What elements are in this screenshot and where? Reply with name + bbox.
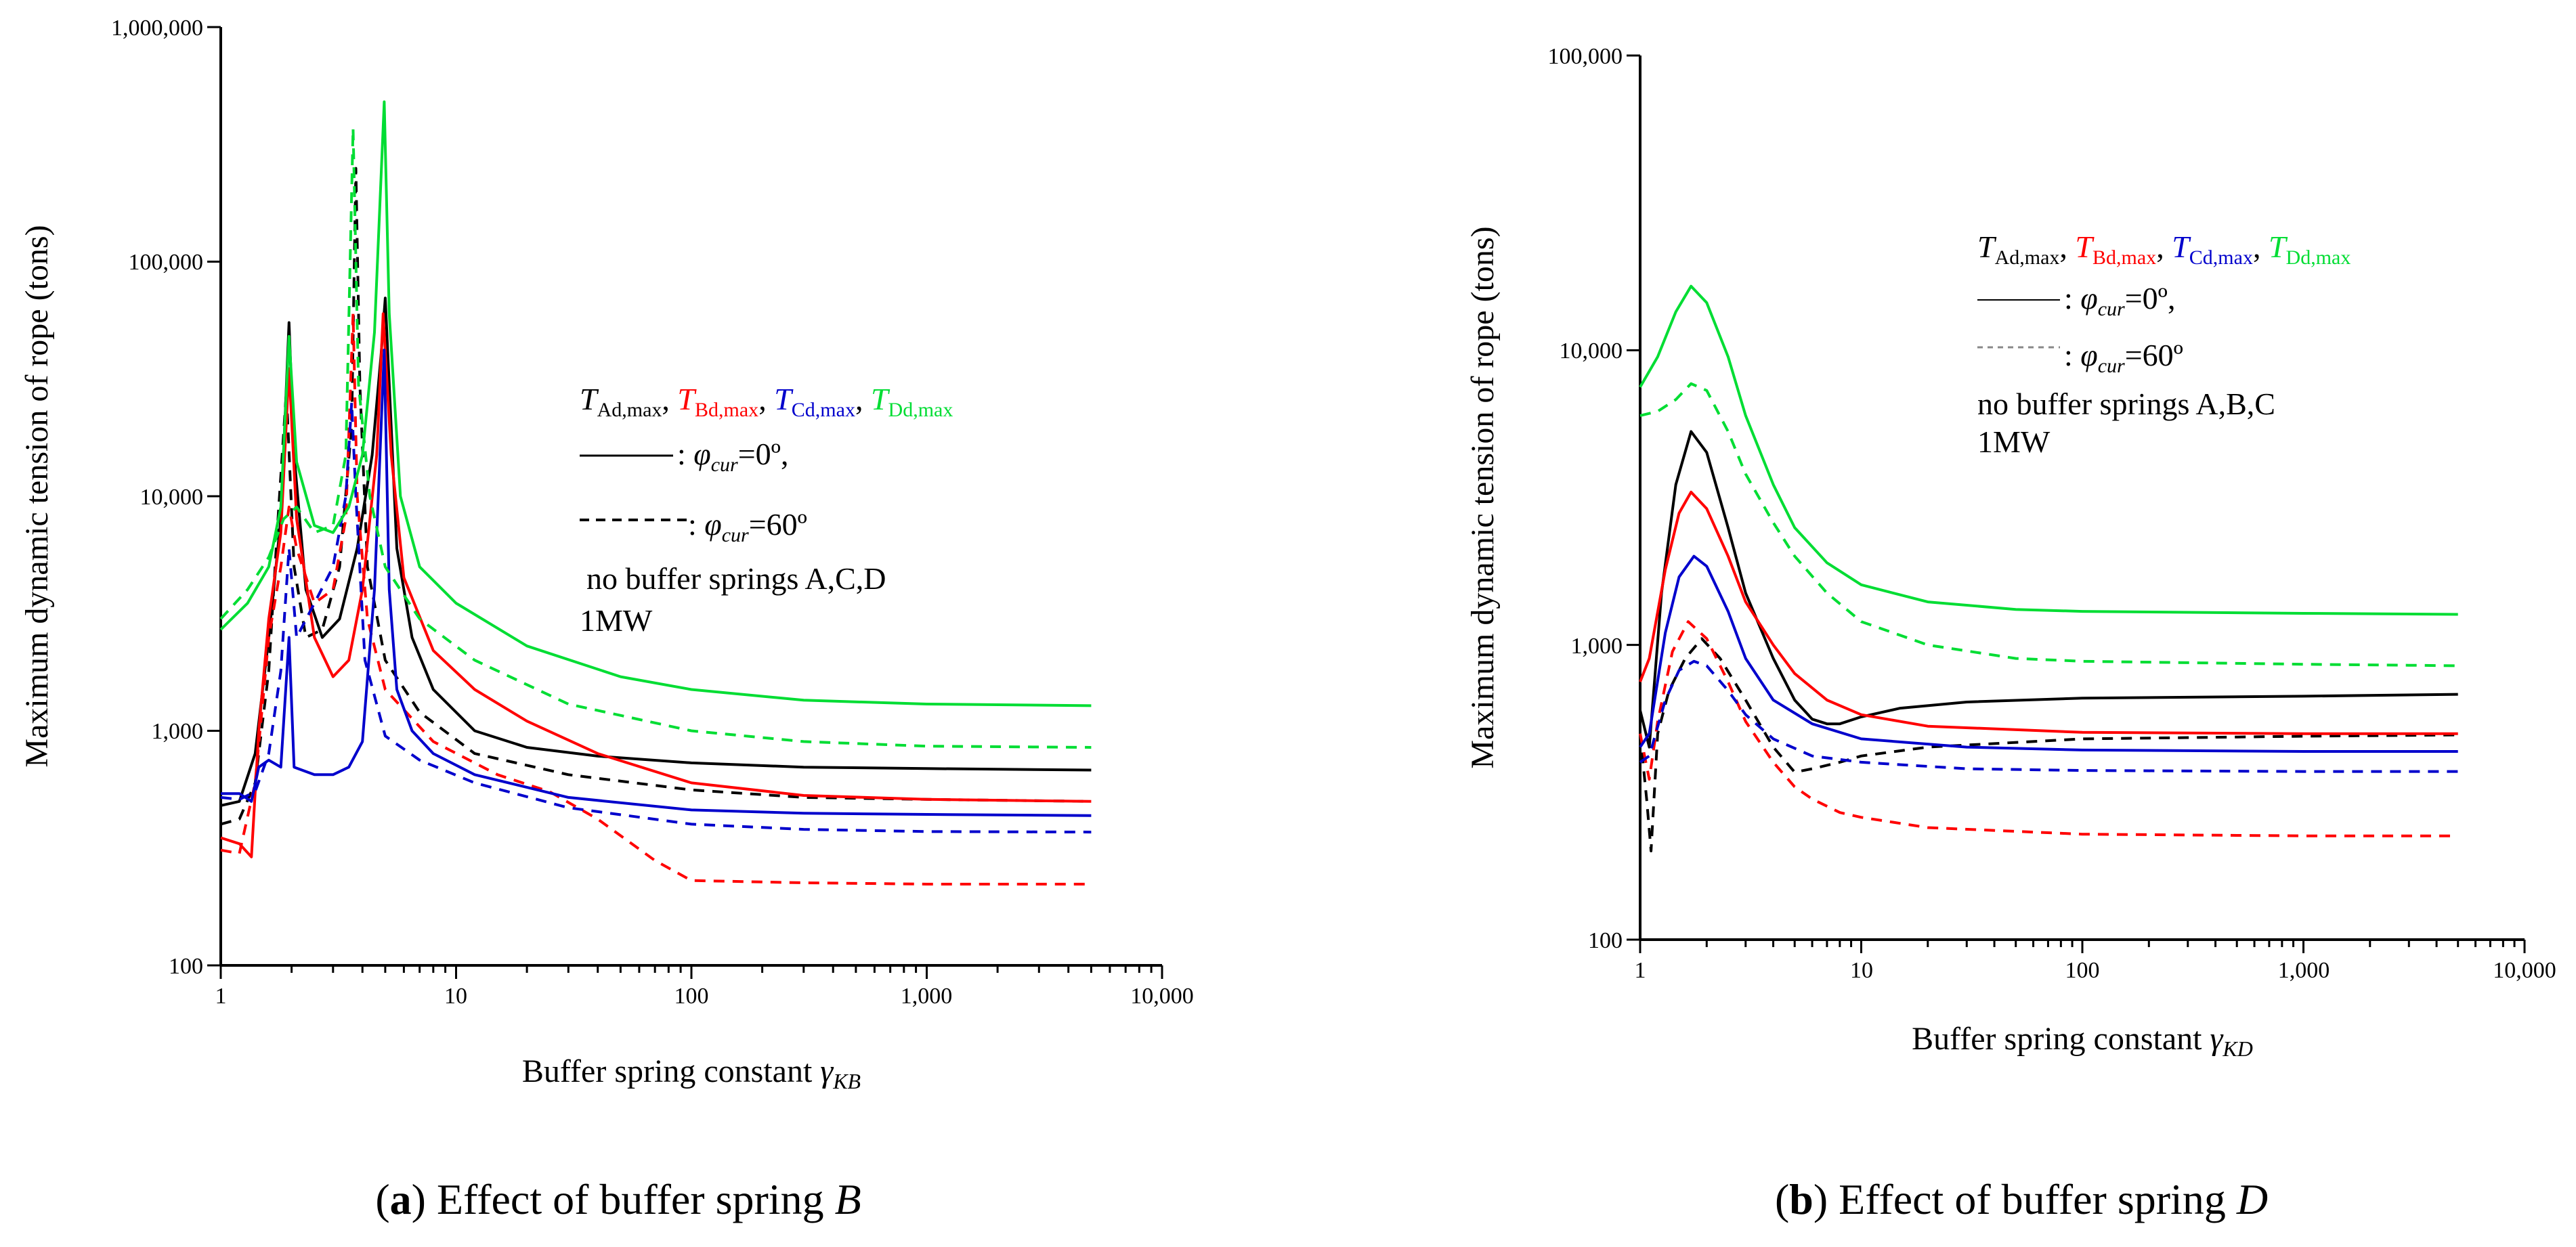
series-line-5 bbox=[1639, 554, 2458, 753]
panel-a-axes: 1 10 100 1,000 10,000 100 1,000 10,000 1… bbox=[19, 16, 1194, 1093]
panel-b-x-tick-label: 1,000 bbox=[2278, 958, 2330, 983]
panel-b-y-tick-label: 100 bbox=[1588, 928, 1623, 953]
panel-b-x-tick-label: 1 bbox=[1635, 958, 1646, 983]
panel-a-y-tick-label: 100,000 bbox=[129, 250, 204, 275]
panel-b-caption: (b) Effect of buffer spring D bbox=[1775, 1175, 2268, 1223]
panel-b-y-tick-label: 1,000 bbox=[1571, 634, 1623, 659]
series-line-2 bbox=[1639, 637, 2458, 852]
panel-b-y-axis-label: Maximum dynamic tension of rope (tons) bbox=[1465, 226, 1501, 768]
panel-b-legend: TAd,max, TBd,max, TCd,max, TDd,max : φcu… bbox=[1977, 229, 2350, 459]
series-line-3 bbox=[220, 312, 1092, 858]
panel-a-x-tick-label: 100 bbox=[674, 984, 709, 1009]
panel-a-legend-note: no buffer springs A,C,D bbox=[586, 561, 886, 596]
panel-a-x-tick-labels: 1 10 100 1,000 10,000 bbox=[215, 984, 1194, 1009]
panel-a-x-tick-label: 10 bbox=[444, 984, 467, 1009]
legend-label-d: T bbox=[871, 382, 890, 416]
series-line-7 bbox=[1639, 284, 2458, 616]
legend-label-a: T bbox=[580, 382, 599, 416]
panel-a: 1 10 100 1,000 10,000 100 1,000 10,000 1… bbox=[19, 16, 1194, 1223]
panel-b-x-axis-label: Buffer spring constant γKD bbox=[1912, 1021, 2253, 1061]
legend-label-d: T bbox=[2269, 229, 2288, 264]
panel-a-ticks bbox=[207, 26, 1163, 979]
panel-b-y-tick-label: 10,000 bbox=[1560, 338, 1623, 364]
panel-b-axes: 1 10 100 1,000 10,000 100 1,000 10,000 1… bbox=[1465, 44, 2556, 1061]
panel-b-y-tick-label: 100,000 bbox=[1548, 44, 1623, 69]
series-line-7 bbox=[219, 100, 1092, 707]
panel-b-x-tick-label: 10,000 bbox=[2493, 958, 2556, 983]
panel-b-x-tick-labels: 1 10 100 1,000 10,000 bbox=[1635, 958, 2556, 983]
panel-a-y-tick-label: 10,000 bbox=[140, 485, 204, 510]
panel-b-y-tick-labels: 100 1,000 10,000 100,000 bbox=[1548, 44, 1623, 953]
panel-b-legend-dashed: : φcur=60º bbox=[2064, 338, 2183, 377]
panel-a-y-tick-label: 100 bbox=[169, 954, 203, 979]
panel-a-y-tick-labels: 100 1,000 10,000 100,000 1,000,000 bbox=[111, 16, 203, 979]
legend-label-c: T bbox=[2172, 229, 2191, 264]
panel-b-x-tick-label: 100 bbox=[2065, 958, 2100, 983]
legend-label-b: T bbox=[2075, 229, 2095, 264]
panel-b-ticks bbox=[1627, 54, 2526, 953]
panel-a-legend-dashed: : φcur=60º bbox=[688, 507, 807, 546]
panel-a-caption: (a) Effect of buffer spring B bbox=[375, 1175, 861, 1223]
panel-a-y-axis-label: Maximum dynamic tension of rope (tons) bbox=[19, 225, 55, 767]
panel-a-x-tick-label: 10,000 bbox=[1130, 984, 1194, 1009]
panel-b-plot-area bbox=[1639, 284, 2458, 852]
series-line-8 bbox=[219, 127, 1092, 749]
panel-a-legend-note: 1MW bbox=[580, 603, 653, 638]
series-line-3 bbox=[1639, 490, 2458, 735]
series-line-8 bbox=[1639, 382, 2458, 668]
series-line-6 bbox=[1639, 659, 2458, 773]
series-line-1 bbox=[1639, 430, 2458, 749]
panel-b-x-tick-label: 10 bbox=[1850, 958, 1873, 983]
legend-label-b: T bbox=[677, 382, 697, 416]
panel-a-x-tick-label: 1 bbox=[215, 984, 227, 1009]
panel-b-legend-note: 1MW bbox=[1977, 424, 2051, 459]
panel-a-legend: TAd,max, TBd,max, TCd,max, TDd,max : φcu… bbox=[580, 382, 953, 638]
panel-a-y-tick-label: 1,000,000 bbox=[111, 16, 203, 41]
panel-a-x-axis-label: Buffer spring constant γKB bbox=[522, 1053, 861, 1093]
panel-a-legend-series: TAd,max, TBd,max, TCd,max, TDd,max bbox=[580, 382, 953, 421]
series-line-5 bbox=[221, 349, 1092, 817]
panel-b-legend-note: no buffer springs A,B,C bbox=[1977, 387, 2275, 421]
panel-a-y-tick-label: 1,000 bbox=[152, 719, 204, 744]
legend-label-a: T bbox=[1977, 229, 1997, 264]
panel-a-plot-area bbox=[219, 100, 1092, 885]
series-line-4 bbox=[1639, 620, 2458, 837]
panel-b-legend-series: TAd,max, TBd,max, TCd,max, TDd,max bbox=[1977, 229, 2350, 269]
panel-b: 1 10 100 1,000 10,000 100 1,000 10,000 1… bbox=[1465, 44, 2556, 1223]
panel-a-x-tick-label: 1,000 bbox=[901, 984, 953, 1009]
series-line-6 bbox=[220, 401, 1092, 834]
legend-label-c: T bbox=[774, 382, 794, 416]
panel-a-legend-solid: : φcur=0º, bbox=[677, 437, 788, 476]
panel-b-legend-solid: : φcur=0º, bbox=[2064, 281, 2175, 320]
